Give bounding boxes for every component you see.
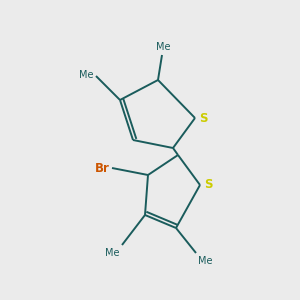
Text: Me: Me: [80, 70, 94, 80]
Text: Me: Me: [156, 42, 170, 52]
Text: Br: Br: [95, 161, 110, 175]
Text: S: S: [204, 178, 212, 191]
Text: Me: Me: [106, 248, 120, 258]
Text: Me: Me: [198, 256, 212, 266]
Text: S: S: [199, 112, 208, 124]
